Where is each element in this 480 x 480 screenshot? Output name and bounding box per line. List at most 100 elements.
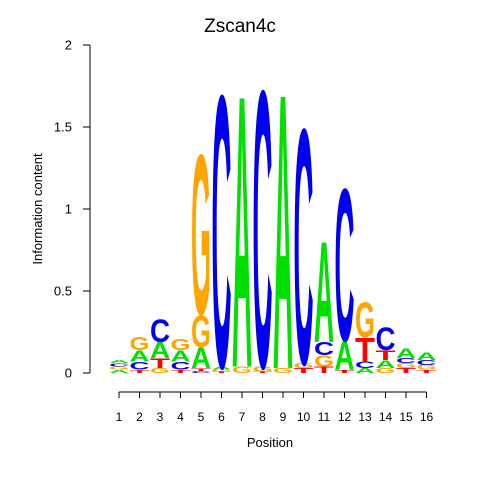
logo-letter-t: T	[191, 367, 212, 372]
x-tick-label: 5	[198, 410, 205, 424]
logo-letter-c: C	[150, 314, 170, 349]
logo-letter-c: C	[130, 360, 150, 372]
y-axis-label: Information content	[30, 153, 45, 265]
logo-letter-c: C	[253, 8, 273, 451]
logo-letter-a: A	[150, 338, 170, 363]
logo-letter-g: G	[396, 362, 416, 370]
logo-letter-t: T	[171, 369, 192, 374]
logo-letter-c: C	[294, 59, 314, 435]
x-axis: 1 2 3 4 5 6 7 8 9 10 11 12 13 14 15 16	[116, 391, 434, 424]
logo-letter-c: C	[396, 357, 416, 364]
logo-letter-c: C	[212, 15, 232, 449]
x-tick-label: 4	[177, 410, 184, 424]
logo-letter-c: C	[171, 360, 191, 372]
y-tick-label: 2	[65, 38, 72, 53]
logo-letter-g: G	[314, 352, 334, 370]
logo-letter-a: A	[191, 342, 211, 375]
x-tick-label: 3	[157, 410, 164, 424]
logo-letter-a: A	[355, 367, 376, 374]
logo-letter-a: A	[109, 359, 129, 364]
logo-letter-a: A	[273, 13, 293, 453]
logo-letter-c: C	[314, 339, 334, 359]
logo-letter-g: G	[232, 365, 252, 375]
y-tick-label: 1.5	[54, 120, 72, 135]
logo-letter-c: C	[376, 322, 396, 357]
logo-letter-t: T	[376, 348, 397, 363]
x-tick-label: 14	[379, 410, 393, 424]
x-tick-label: 6	[218, 410, 225, 424]
y-axis: 0 0.5 1 1.5 2	[54, 38, 91, 381]
logo-letter-t: T	[314, 365, 334, 375]
logo-column: GA	[273, 13, 293, 453]
logo-letter-g: G	[109, 366, 129, 371]
chart-title: Zscan4c	[204, 16, 276, 37]
logo-letter-g: G	[355, 293, 375, 348]
logo-letter-a: A	[335, 333, 355, 379]
logo-letter-g: G	[253, 365, 273, 373]
logo-letter-g: G	[376, 367, 396, 375]
x-tick-label: 7	[239, 410, 246, 424]
x-tick-label: 9	[280, 410, 287, 424]
logo-letter-g: G	[294, 362, 314, 370]
logo-letter-c: C	[191, 371, 211, 374]
x-tick-label: 13	[358, 410, 372, 424]
x-tick-label: 8	[259, 410, 266, 424]
x-tick-label: 15	[399, 410, 413, 424]
logo-letter-g: G	[130, 334, 150, 355]
logo-letter-a: A	[417, 350, 437, 362]
logo-letter-t: T	[335, 369, 356, 374]
x-tick-label: 16	[420, 410, 434, 424]
logo-letter-g: G	[171, 336, 191, 354]
logo-letter-t: T	[294, 367, 315, 375]
y-tick-label: 0	[65, 366, 72, 381]
x-axis-label: Position	[247, 435, 293, 450]
logo-column: TGC	[253, 8, 273, 451]
logo-letter-a: A	[109, 369, 129, 374]
logo-letter-a: A	[212, 366, 232, 371]
logo-letter-c: C	[109, 363, 129, 368]
logo-letter-a: A	[171, 347, 191, 365]
logo-letter-g: G	[273, 367, 293, 375]
y-tick-label: 0.5	[54, 284, 72, 299]
logo-letter-a: A	[396, 346, 416, 362]
logo-letter-a: A	[130, 347, 150, 365]
logo-letter-c: C	[355, 360, 375, 370]
logo-letter-a: A	[376, 358, 396, 370]
logo-letter-g: G	[417, 364, 437, 372]
logo-letter-a: A	[232, 15, 252, 449]
logo-column: TGC	[294, 59, 315, 435]
logo-letter-t: T	[212, 371, 232, 374]
logo-letter-t: T	[396, 367, 417, 375]
logo-letter-t: T	[355, 332, 375, 370]
logo-letter-t: T	[417, 369, 438, 374]
logo-letter-t: T	[150, 356, 171, 371]
x-tick-label: 10	[297, 410, 311, 424]
logo-letter-c: C	[335, 144, 355, 387]
logo-letter-t: T	[253, 371, 273, 374]
y-tick-label: 1	[65, 202, 72, 217]
logo-column: GA	[232, 15, 252, 449]
logo-letter-g: G	[191, 305, 211, 357]
logo-column: TAC	[335, 144, 356, 387]
logo-letter-g: G	[191, 106, 211, 363]
x-tick-label: 11	[318, 410, 331, 424]
logo-letter-a: A	[314, 213, 334, 374]
logo-letter-g: G	[212, 369, 232, 372]
x-tick-label: 1	[116, 410, 123, 424]
logo-letter-c: C	[417, 359, 437, 366]
x-tick-label: 12	[338, 410, 352, 424]
x-tick-label: 2	[136, 410, 143, 424]
